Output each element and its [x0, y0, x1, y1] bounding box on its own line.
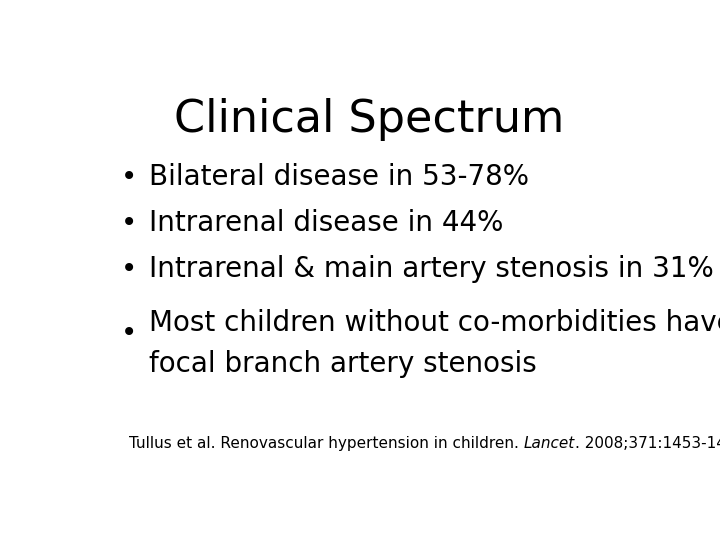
Text: •: • — [121, 254, 138, 282]
Text: Clinical Spectrum: Clinical Spectrum — [174, 98, 564, 141]
Text: •: • — [121, 209, 138, 237]
Text: Lancet: Lancet — [524, 436, 575, 451]
Text: Most children without co-morbidities have single: Most children without co-morbidities hav… — [148, 308, 720, 336]
Text: Intrarenal & main artery stenosis in 31%: Intrarenal & main artery stenosis in 31% — [148, 254, 714, 282]
Text: •: • — [121, 163, 138, 191]
Text: Tullus et al. Renovascular hypertension in children.: Tullus et al. Renovascular hypertension … — [129, 436, 524, 451]
Text: . 2008;371:1453-1463: . 2008;371:1453-1463 — [575, 436, 720, 451]
Text: Intrarenal disease in 44%: Intrarenal disease in 44% — [148, 209, 503, 237]
Text: focal branch artery stenosis: focal branch artery stenosis — [148, 350, 536, 378]
Text: Bilateral disease in 53-78%: Bilateral disease in 53-78% — [148, 163, 528, 191]
Text: •: • — [121, 319, 138, 347]
